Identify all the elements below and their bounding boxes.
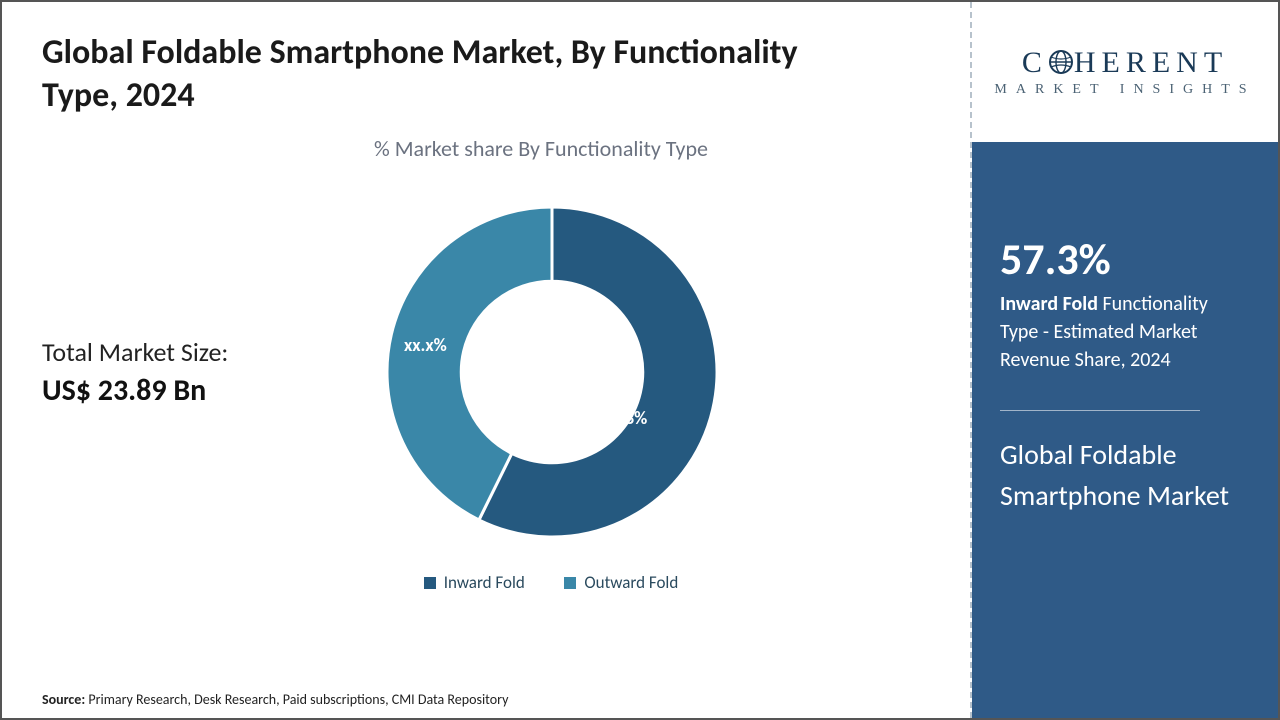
market-size-block: Total Market Size: US$ 23.89 Bn (42, 336, 342, 409)
market-size-value: US$ 23.89 Bn (42, 372, 342, 409)
source-prefix: Source: (42, 691, 85, 708)
donut-chart: 57.3% xx.x% (342, 182, 762, 562)
panel-divider (1000, 410, 1200, 411)
legend-item-inward: Inward Fold (424, 572, 525, 593)
chart-title: Global Foldable Smartphone Market, By Fu… (42, 32, 862, 117)
source-line: Source: Primary Research, Desk Research,… (42, 691, 508, 708)
chart-legend: Inward Fold Outward Fold (162, 572, 940, 594)
brand-logo: C HERENT MARKET INSIGHTS (972, 2, 1278, 142)
highlight-panel: 57.3% Inward Fold Functionality Type - E… (972, 142, 1278, 718)
legend-label-inward: Inward Fold (444, 572, 525, 593)
chart-row: Total Market Size: US$ 23.89 Bn 57.3% xx… (42, 182, 940, 562)
highlight-bold: Inward Fold (1000, 292, 1098, 316)
slice-label-inward: 57.3% (602, 407, 647, 429)
chart-subtitle: % Market share By Functionality Type (142, 135, 940, 162)
legend-label-outward: Outward Fold (584, 572, 678, 593)
legend-swatch-outward (564, 577, 576, 589)
brand-row2: MARKET INSIGHTS (994, 82, 1255, 98)
highlight-percent: 57.3% (1000, 232, 1250, 286)
panel-market-name: Global Foldable Smartphone Market (1000, 435, 1250, 516)
side-column: C HERENT MARKET INSIGHTS 57.3% Inward Fol… (970, 2, 1278, 718)
legend-swatch-inward (424, 577, 436, 589)
legend-item-outward: Outward Fold (564, 572, 678, 593)
brand-row1: C HERENT (994, 46, 1255, 80)
globe-o-icon (1048, 46, 1074, 80)
highlight-description: Inward Fold Functionality Type - Estimat… (1000, 290, 1250, 374)
brand-letter-c: C (1022, 46, 1048, 79)
donut-svg (342, 182, 762, 562)
infographic-frame: Global Foldable Smartphone Market, By Fu… (0, 0, 1280, 720)
source-text: Primary Research, Desk Research, Paid su… (88, 691, 508, 708)
market-size-label: Total Market Size: (42, 336, 342, 368)
brand-rest: HERENT (1074, 46, 1228, 79)
brand-text: C HERENT MARKET INSIGHTS (994, 46, 1255, 98)
main-area: Global Foldable Smartphone Market, By Fu… (2, 2, 970, 718)
slice-label-outward: xx.x% (404, 334, 447, 356)
